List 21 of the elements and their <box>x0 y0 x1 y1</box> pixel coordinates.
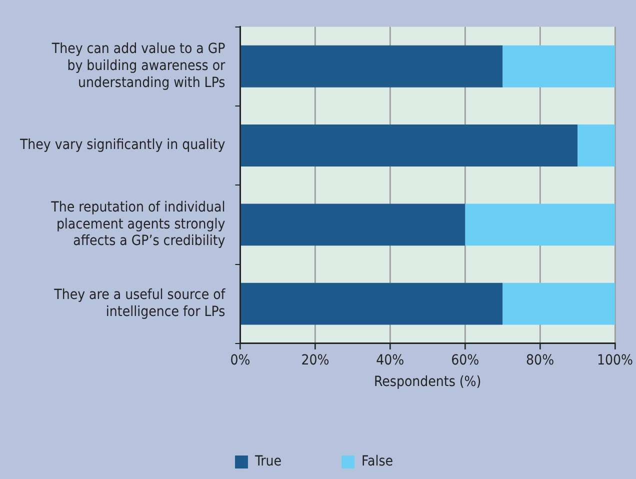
bar <box>502 282 615 325</box>
bar <box>578 124 615 166</box>
bar <box>240 282 503 325</box>
legend-label: True <box>254 454 282 470</box>
bar <box>465 204 615 246</box>
x-tick-label: 0% <box>230 352 250 368</box>
y-tick-label: They can add value to a GP by building awareness or understanding with LPs <box>50 41 226 91</box>
x-tick-label: 40% <box>376 352 404 368</box>
bar <box>240 204 466 246</box>
x-tick-label: 80% <box>526 352 554 368</box>
x-tick-label: 60% <box>451 352 480 368</box>
y-tick-label: They are a useful source of intelligence for LPs <box>53 287 226 320</box>
y-tick-label: They vary significantly in quality <box>18 137 226 154</box>
y-tick-label: The reputation of individual placement agents strongly affects a GP’s credibility <box>50 200 226 250</box>
x-tick-label: 100% <box>596 352 634 368</box>
bar <box>240 45 503 88</box>
bar <box>502 45 615 88</box>
bar <box>240 124 578 166</box>
x-tick-label: 20% <box>301 352 330 368</box>
x-axis-title: Respondents (%) <box>374 374 482 390</box>
legend-label: False <box>362 454 394 470</box>
